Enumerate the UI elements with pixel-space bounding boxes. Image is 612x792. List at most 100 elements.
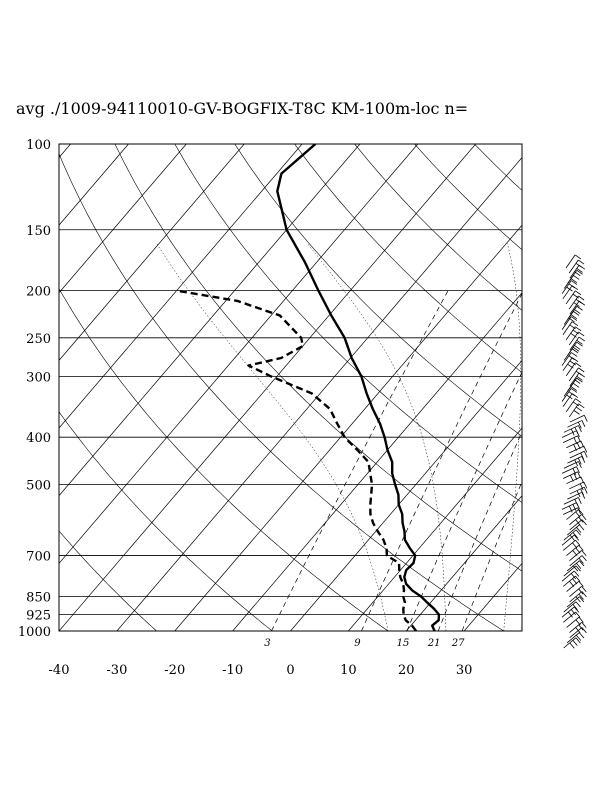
wind-barb	[569, 445, 588, 454]
pressure-tick-label: 1000	[18, 625, 51, 640]
temperature-tick-label: -10	[222, 663, 243, 678]
mixing-ratio-line	[406, 371, 522, 631]
isotherm-line	[116, 156, 522, 631]
wind-barb	[569, 486, 588, 498]
wind-barb	[563, 611, 581, 623]
dry-adiabat-line	[59, 152, 505, 631]
dry-adiabat-line	[59, 530, 157, 631]
dry-adiabat-line	[473, 144, 522, 191]
wind-barb	[566, 616, 584, 628]
isotherm-line	[59, 144, 129, 226]
wind-barb	[566, 596, 585, 608]
isotherm-line	[348, 427, 522, 631]
wind-barb	[569, 622, 587, 634]
wind-barb	[562, 285, 579, 300]
plot-frame	[58, 143, 523, 632]
wind-barb	[561, 430, 580, 438]
wind-barb	[568, 367, 585, 382]
pressure-tick-label: 300	[26, 370, 51, 385]
wind-barb	[569, 519, 587, 531]
isotherm-line	[59, 144, 303, 429]
moist-adiabat-line	[562, 243, 612, 631]
wind-barb	[563, 529, 581, 541]
isotherm-line	[290, 359, 522, 631]
pressure-tick-label: 925	[26, 609, 51, 624]
wind-barb	[567, 491, 586, 500]
wind-barb	[563, 425, 582, 436]
wind-barb	[561, 534, 580, 546]
mixing-ratio-line	[271, 290, 449, 631]
isotherm-line	[521, 630, 522, 631]
wind-barb	[565, 254, 582, 269]
dewpoint-profile-line	[176, 289, 418, 631]
wind-barb	[563, 601, 581, 613]
isotherm-line	[405, 495, 522, 631]
isotherm-line	[174, 224, 522, 631]
temperature-tick-label: 20	[398, 663, 415, 678]
wind-barb	[565, 398, 582, 413]
pressure-tick-label: 700	[26, 550, 51, 565]
moist-adiabat-line	[503, 243, 521, 631]
wind-barb	[569, 300, 586, 315]
wind-barb	[565, 362, 582, 377]
mixing-ratio-line	[437, 431, 522, 631]
temperature-axis: -40 -30 -20 -10 0 10 20 30	[49, 663, 473, 678]
wind-barb	[569, 414, 588, 423]
wind-barb	[569, 591, 587, 603]
pressure-tick-label: 250	[26, 332, 51, 347]
temperature-tick-label: -40	[49, 663, 70, 678]
wind-barb	[567, 420, 586, 429]
dry-adiabat-line	[354, 144, 522, 311]
wind-barb	[569, 627, 587, 639]
dry-adiabat-line	[59, 288, 389, 631]
wind-barb	[563, 507, 582, 515]
dry-adiabat-line	[59, 411, 273, 631]
wind-barb	[569, 336, 586, 351]
wind-barb	[567, 524, 585, 536]
wind-barb	[562, 471, 581, 482]
dry-adiabat-line	[174, 144, 522, 503]
sounding-profiles	[176, 144, 441, 631]
pressure-tick-label: 150	[26, 224, 51, 239]
isotherm-line	[59, 144, 419, 564]
pressure-tick-label: 850	[26, 591, 51, 606]
wind-barb	[569, 550, 587, 562]
wind-barb	[563, 275, 580, 289]
mixing-ratio-label: 21	[427, 638, 441, 649]
wind-barb	[569, 514, 587, 526]
wind-barb	[562, 393, 579, 407]
isotherm-line	[59, 144, 476, 631]
isotherm-line	[59, 144, 361, 497]
dry-adiabat-line	[114, 144, 522, 572]
moist-adiabat-line	[156, 243, 389, 631]
wind-barb	[563, 461, 582, 469]
background-grid	[0, 122, 612, 642]
wind-barb	[566, 560, 585, 572]
pressure-tick-label: 400	[26, 431, 51, 446]
pressure-tick-label: 500	[26, 478, 51, 493]
wind-barb	[566, 440, 585, 451]
mixing-ratio-label: 27	[451, 638, 465, 649]
isotherm-line	[232, 292, 522, 631]
wind-barb	[563, 565, 581, 577]
wind-barb	[561, 570, 580, 582]
mixing-ratio-line	[361, 292, 522, 631]
isotherm-line	[463, 562, 522, 631]
wind-barb	[566, 509, 584, 520]
dry-adiabat-line	[512, 122, 612, 642]
wind-barb	[563, 637, 581, 649]
wind-barb	[569, 481, 588, 491]
wind-barb	[561, 606, 580, 618]
dry-adiabat-line	[294, 144, 522, 373]
temperature-profile-line	[276, 144, 441, 631]
moist-adiabat-line	[307, 243, 447, 631]
isotherm-line	[0, 144, 13, 631]
wind-barb	[569, 264, 586, 279]
wind-barb	[563, 346, 580, 361]
wind-barb	[568, 331, 585, 346]
temperature-tick-label: 30	[456, 663, 473, 678]
wind-barb	[566, 580, 584, 592]
wind-barb	[563, 311, 580, 325]
chart-title: avg ./1009-94110010-GV-BOGFIX-T8C KM-100…	[16, 99, 468, 118]
